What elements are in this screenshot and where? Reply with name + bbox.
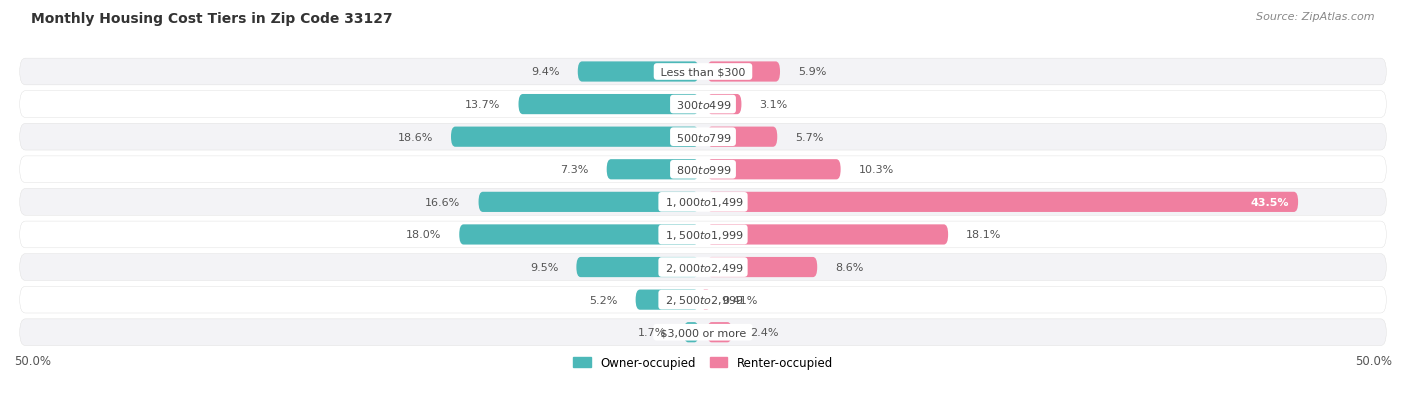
Text: 7.3%: 7.3%	[560, 165, 589, 175]
FancyBboxPatch shape	[707, 322, 731, 342]
Text: 13.7%: 13.7%	[465, 100, 501, 110]
Text: 16.6%: 16.6%	[425, 197, 461, 207]
Text: $800 to $999: $800 to $999	[673, 164, 733, 176]
FancyBboxPatch shape	[707, 127, 778, 147]
Text: $2,000 to $2,499: $2,000 to $2,499	[662, 261, 744, 274]
Text: $1,500 to $1,999: $1,500 to $1,999	[662, 228, 744, 241]
FancyBboxPatch shape	[519, 95, 699, 115]
Text: 8.6%: 8.6%	[835, 262, 863, 273]
FancyBboxPatch shape	[20, 254, 1386, 281]
FancyBboxPatch shape	[20, 189, 1386, 216]
FancyBboxPatch shape	[20, 221, 1386, 248]
Text: 3.1%: 3.1%	[759, 100, 787, 110]
Text: 9.4%: 9.4%	[531, 67, 560, 77]
Legend: Owner-occupied, Renter-occupied: Owner-occupied, Renter-occupied	[568, 351, 838, 374]
Text: 43.5%: 43.5%	[1250, 197, 1289, 207]
Text: $500 to $799: $500 to $799	[673, 131, 733, 143]
Text: 18.0%: 18.0%	[406, 230, 441, 240]
Text: $2,500 to $2,999: $2,500 to $2,999	[662, 293, 744, 306]
FancyBboxPatch shape	[707, 257, 817, 278]
Text: 18.6%: 18.6%	[398, 132, 433, 142]
FancyBboxPatch shape	[703, 290, 709, 310]
FancyBboxPatch shape	[636, 290, 699, 310]
FancyBboxPatch shape	[478, 192, 699, 212]
Text: 5.9%: 5.9%	[799, 67, 827, 77]
FancyBboxPatch shape	[20, 319, 1386, 346]
FancyBboxPatch shape	[20, 157, 1386, 183]
FancyBboxPatch shape	[451, 127, 699, 147]
Text: $3,000 or more: $3,000 or more	[657, 328, 749, 337]
FancyBboxPatch shape	[20, 287, 1386, 313]
Text: 9.5%: 9.5%	[530, 262, 558, 273]
FancyBboxPatch shape	[707, 95, 741, 115]
FancyBboxPatch shape	[707, 62, 780, 83]
Text: 1.7%: 1.7%	[637, 328, 666, 337]
Text: 10.3%: 10.3%	[859, 165, 894, 175]
Text: 0.41%: 0.41%	[723, 295, 758, 305]
Text: 18.1%: 18.1%	[966, 230, 1001, 240]
FancyBboxPatch shape	[606, 160, 699, 180]
Text: 2.4%: 2.4%	[749, 328, 779, 337]
FancyBboxPatch shape	[576, 257, 699, 278]
FancyBboxPatch shape	[578, 62, 699, 83]
FancyBboxPatch shape	[683, 322, 699, 342]
Text: 5.7%: 5.7%	[796, 132, 824, 142]
Text: $300 to $499: $300 to $499	[673, 99, 733, 111]
Text: $1,000 to $1,499: $1,000 to $1,499	[662, 196, 744, 209]
FancyBboxPatch shape	[20, 124, 1386, 151]
Text: Less than $300: Less than $300	[657, 67, 749, 77]
FancyBboxPatch shape	[707, 160, 841, 180]
FancyBboxPatch shape	[707, 192, 1298, 212]
FancyBboxPatch shape	[460, 225, 699, 245]
Text: 50.0%: 50.0%	[1355, 354, 1392, 368]
Text: 5.2%: 5.2%	[589, 295, 617, 305]
FancyBboxPatch shape	[707, 225, 948, 245]
Text: 50.0%: 50.0%	[14, 354, 51, 368]
FancyBboxPatch shape	[20, 92, 1386, 118]
Text: Source: ZipAtlas.com: Source: ZipAtlas.com	[1257, 12, 1375, 22]
Text: Monthly Housing Cost Tiers in Zip Code 33127: Monthly Housing Cost Tiers in Zip Code 3…	[31, 12, 392, 26]
FancyBboxPatch shape	[20, 59, 1386, 85]
